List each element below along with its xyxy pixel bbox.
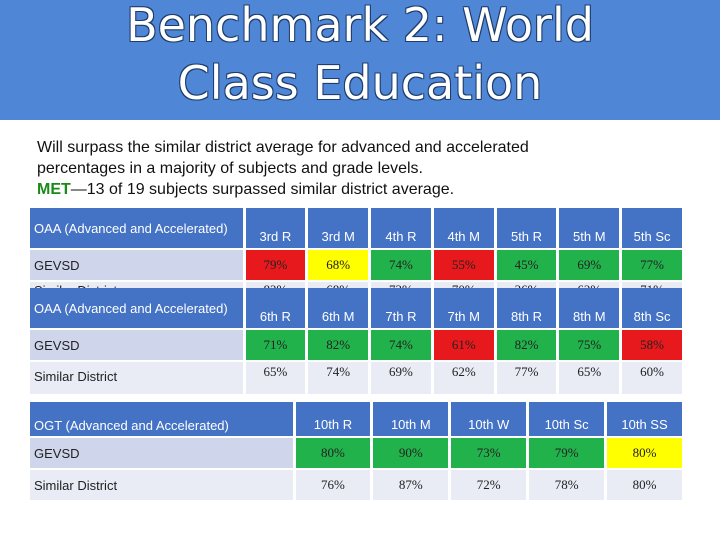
met-text: —13 of 19 subjects surpassed similar dis… bbox=[70, 181, 455, 198]
column-header: 5th Sc bbox=[620, 208, 685, 250]
table-cell: 80% bbox=[294, 437, 374, 470]
column-header: 10th W bbox=[449, 402, 530, 438]
row-label: GEVSD bbox=[30, 437, 296, 470]
header-label: OAA (Advanced and Accelerated) bbox=[30, 288, 246, 330]
table-cell: 87% bbox=[371, 469, 452, 502]
column-header: 10th R bbox=[294, 402, 374, 438]
table-cell: 79% bbox=[527, 437, 608, 470]
column-header: 8th R bbox=[495, 288, 560, 330]
row-label: Similar District bbox=[30, 469, 296, 502]
column-header: 4th M bbox=[432, 208, 497, 250]
met-line: MET—13 of 19 subjects surpassed similar … bbox=[37, 179, 697, 200]
row-label: GEVSD bbox=[30, 249, 246, 282]
column-header: 7th R bbox=[369, 288, 434, 330]
intro-line-1: Will surpass the similar district averag… bbox=[37, 139, 529, 156]
table-cell: 65% bbox=[557, 361, 623, 396]
table-cell: 76% bbox=[294, 469, 374, 502]
title-line-1: Benchmark 2: World bbox=[126, 0, 594, 52]
table-cell: 69% bbox=[369, 361, 434, 396]
intro-line-2: percentages in a majority of subjects an… bbox=[37, 160, 423, 177]
column-header: 3rd R bbox=[244, 208, 309, 250]
table-cell: 45% bbox=[495, 249, 560, 282]
row-label: Similar District bbox=[30, 361, 246, 396]
met-label: MET bbox=[37, 181, 71, 198]
table-cell: 80% bbox=[605, 437, 685, 470]
table-cell: 69% bbox=[557, 249, 623, 282]
row-label: GEVSD bbox=[30, 329, 246, 362]
table-cell: 71% bbox=[244, 329, 309, 362]
table-cell: 72% bbox=[449, 469, 530, 502]
table-row-gevsd: GEVSD 79% 68% 74% 55% 45% 69% 77% bbox=[30, 249, 685, 282]
header-label: OAA (Advanced and Accelerated) bbox=[30, 208, 246, 250]
table-cell: 79% bbox=[244, 249, 309, 282]
slide-title: Benchmark 2: World Class Education bbox=[0, 0, 720, 112]
table-cell: 82% bbox=[495, 329, 560, 362]
table-cell: 74% bbox=[369, 249, 434, 282]
column-header: 4th R bbox=[369, 208, 434, 250]
table-cell: 73% bbox=[449, 437, 530, 470]
column-header: 6th M bbox=[306, 288, 372, 330]
table-header-row: OGT (Advanced and Accelerated) 10th R 10… bbox=[30, 402, 685, 438]
table-cell: 80% bbox=[605, 469, 685, 502]
column-header: 10th SS bbox=[605, 402, 685, 438]
column-header: 7th M bbox=[432, 288, 497, 330]
table-cell: 74% bbox=[306, 361, 372, 396]
table-row-gevsd: GEVSD 80% 90% 73% 79% 80% bbox=[30, 437, 685, 470]
oaa-table-grades-6-8: OAA (Advanced and Accelerated) 6th R 6th… bbox=[30, 288, 685, 396]
table-cell: 74% bbox=[369, 329, 434, 362]
table-cell: 61% bbox=[432, 329, 497, 362]
table-cell: 77% bbox=[620, 249, 685, 282]
header-label: OGT (Advanced and Accelerated) bbox=[30, 402, 296, 438]
table-cell: 65% bbox=[244, 361, 309, 396]
table-header-row: OAA (Advanced and Accelerated) 6th R 6th… bbox=[30, 288, 685, 330]
title-line-2: Class Education bbox=[177, 56, 543, 110]
table-cell: 90% bbox=[371, 437, 452, 470]
table-cell: 58% bbox=[620, 329, 685, 362]
column-header: 10th Sc bbox=[527, 402, 608, 438]
table-cell: 55% bbox=[432, 249, 497, 282]
column-header: 6th R bbox=[244, 288, 309, 330]
table-cell: 77% bbox=[495, 361, 560, 396]
title-band: Benchmark 2: World Class Education bbox=[0, 0, 720, 120]
column-header: 8th Sc bbox=[620, 288, 685, 330]
table-cell: 78% bbox=[527, 469, 608, 502]
column-header: 3rd M bbox=[306, 208, 372, 250]
table-row-gevsd: GEVSD 71% 82% 74% 61% 82% 75% 58% bbox=[30, 329, 685, 362]
table-row-similar-district: Similar District 65% 74% 69% 62% 77% 65%… bbox=[30, 361, 685, 396]
column-header: 5th M bbox=[557, 208, 623, 250]
table-cell: 75% bbox=[557, 329, 623, 362]
table-cell: 82% bbox=[306, 329, 372, 362]
column-header: 8th M bbox=[557, 288, 623, 330]
table-row-similar-district: Similar District 76% 87% 72% 78% 80% bbox=[30, 469, 685, 502]
table-cell: 60% bbox=[620, 361, 685, 396]
table-cell: 62% bbox=[432, 361, 497, 396]
ogt-table-grade-10: OGT (Advanced and Accelerated) 10th R 10… bbox=[30, 402, 685, 502]
column-header: 5th R bbox=[495, 208, 560, 250]
table-header-row: OAA (Advanced and Accelerated) 3rd R 3rd… bbox=[30, 208, 685, 250]
column-header: 10th M bbox=[371, 402, 452, 438]
table-cell: 68% bbox=[306, 249, 372, 282]
intro-text: Will surpass the similar district averag… bbox=[37, 137, 697, 200]
